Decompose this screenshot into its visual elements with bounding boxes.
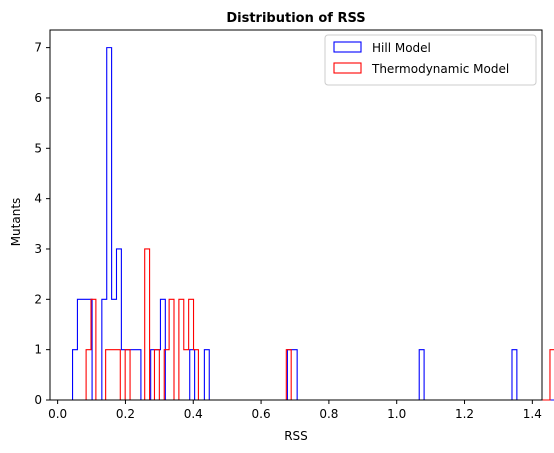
histogram-series-thermodynamic-model [85,248,554,401]
x-tick-label: 0.0 [48,407,67,421]
y-tick-label: 3 [34,242,42,256]
legend-box [324,34,537,86]
x-tick-label: 0.2 [116,407,135,421]
legend-label: Hill Model [372,41,431,55]
x-tick-label: 0.8 [319,407,338,421]
legend: Hill Model Thermodynamic Model [324,34,537,86]
y-axis-label: Mutants [9,198,23,247]
x-axis: 0.0 0.2 0.4 0.6 0.8 1.0 1.2 1.4 [48,400,542,421]
x-tick-label: 0.4 [184,407,203,421]
legend-swatch [333,41,362,53]
chart-title: Distribution of RSS [226,11,365,26]
x-tick-label: 0.6 [252,407,271,421]
x-tick-label: 1.2 [455,407,474,421]
y-tick-label: 0 [34,393,42,407]
y-tick-label: 5 [34,141,42,155]
y-tick-label: 6 [34,91,42,105]
y-axis: 0 1 2 3 4 5 6 7 [34,41,50,407]
plot-frame [49,29,543,401]
y-tick-label: 2 [34,292,42,306]
y-tick-label: 1 [34,343,42,357]
y-tick-label: 4 [34,192,42,206]
plot-area [72,47,554,401]
y-tick-label: 7 [34,41,42,55]
x-tick-label: 1.0 [387,407,406,421]
legend-swatch [333,62,362,74]
x-axis-label: RSS [284,429,308,443]
x-tick-label: 1.4 [523,407,542,421]
legend-label: Thermodynamic Model [371,62,509,76]
